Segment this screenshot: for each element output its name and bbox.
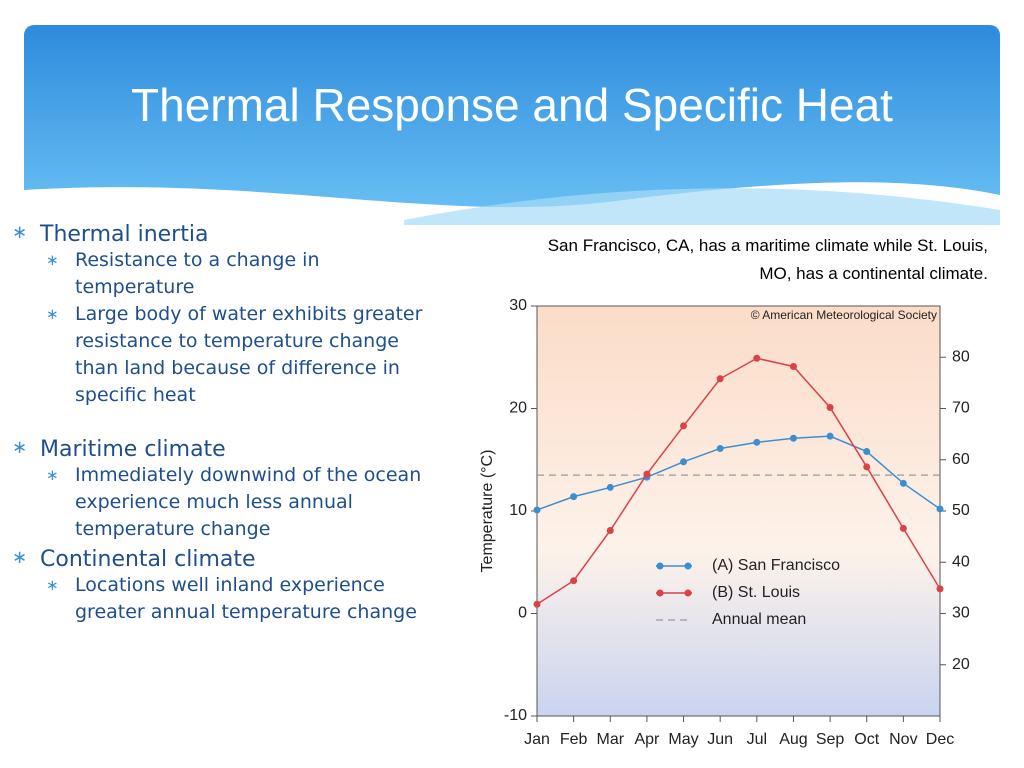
x-tick-label: Dec xyxy=(926,731,954,748)
legend-dot xyxy=(656,589,664,597)
data-point xyxy=(533,600,541,608)
data-point xyxy=(753,354,761,362)
y-tick-label: 30 xyxy=(509,297,527,314)
legend-label: (A) San Francisco xyxy=(712,557,840,574)
sub-bullet: Locations well inland experience greater… xyxy=(12,572,442,626)
data-point xyxy=(899,479,907,487)
legend-label: Annual mean xyxy=(712,611,806,628)
y2-tick-label: 50 xyxy=(952,502,970,519)
data-point xyxy=(680,422,688,430)
series-line xyxy=(536,435,941,511)
series-line xyxy=(536,357,941,605)
sub-bullet: Immediately downwind of the ocean experi… xyxy=(12,462,442,543)
y2-tick-label: 70 xyxy=(952,400,970,417)
data-point xyxy=(716,375,724,383)
data-point xyxy=(570,493,578,501)
y-tick-label: 0 xyxy=(518,605,527,622)
bullet: Continental climate xyxy=(12,547,442,572)
data-point xyxy=(716,444,724,452)
data-point xyxy=(680,458,688,466)
x-tick-label: Nov xyxy=(889,731,917,748)
data-point xyxy=(643,470,651,478)
sub-bullet: Resistance to a change in temperature xyxy=(12,247,442,301)
data-point xyxy=(826,403,834,411)
y2-tick-label: 40 xyxy=(952,553,970,570)
annotation: © American Meteorological Society xyxy=(751,308,937,322)
bullet-list: Thermal inertiaResistance to a change in… xyxy=(12,218,442,626)
legend-dot xyxy=(684,589,692,597)
sub-bullet: Large body of water exhibits greater res… xyxy=(12,301,442,409)
x-tick-label: Jun xyxy=(707,731,733,748)
slide-title: Thermal Response and Specific Heat xyxy=(131,79,893,131)
data-point xyxy=(863,448,871,456)
data-point xyxy=(606,483,614,491)
data-point xyxy=(899,524,907,532)
caption: San Francisco, CA, has a maritime climat… xyxy=(547,236,988,283)
data-point xyxy=(936,585,944,593)
data-point xyxy=(789,434,797,442)
data-point xyxy=(570,577,578,585)
x-tick-label: Apr xyxy=(634,731,660,748)
bullet: Maritime climate xyxy=(12,437,442,462)
data-point xyxy=(753,438,761,446)
y2-tick-label: 30 xyxy=(952,605,970,622)
header-band xyxy=(24,25,1000,225)
y2-tick-label: 20 xyxy=(952,656,970,673)
bullet: Thermal inertia xyxy=(12,222,442,247)
legend-dot xyxy=(656,562,664,570)
y-tick-label: -10 xyxy=(504,707,527,724)
x-tick-label: Feb xyxy=(560,731,588,748)
x-tick-label: Jan xyxy=(524,731,550,748)
x-tick-label: Mar xyxy=(596,731,624,748)
data-point xyxy=(863,463,871,471)
chart: © American Meteorological Society -10 0 10 2… xyxy=(479,297,970,748)
y-tick-label: 20 xyxy=(509,400,527,417)
data-point xyxy=(826,432,834,440)
y-axis-label: Temperature (°C) xyxy=(479,450,496,573)
legend-label: (B) St. Louis xyxy=(712,584,800,601)
x-tick-label: Aug xyxy=(779,731,807,748)
x-tick-label: Oct xyxy=(854,731,879,748)
data-point xyxy=(606,526,614,534)
x-tick-label: Jul xyxy=(747,731,767,748)
y2-tick-label: 60 xyxy=(952,451,970,468)
data-point xyxy=(789,362,797,370)
data-point xyxy=(533,506,541,514)
y-tick-label: 10 xyxy=(509,502,527,519)
plot-area xyxy=(536,305,941,717)
legend-dot xyxy=(684,562,692,570)
y2-tick-label: 80 xyxy=(952,348,970,365)
x-tick-label: May xyxy=(668,731,698,748)
x-tick-label: Sep xyxy=(816,731,845,748)
data-point xyxy=(936,505,944,513)
